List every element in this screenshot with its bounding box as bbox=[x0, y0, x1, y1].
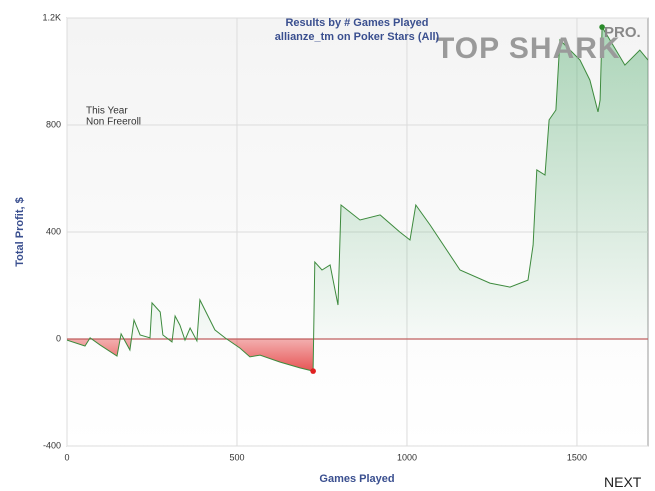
x-tick-label: 1500 bbox=[567, 452, 587, 462]
x-tick-label: 500 bbox=[229, 452, 244, 462]
logo: TOP SHARK bbox=[436, 32, 621, 65]
annotation: This Year bbox=[86, 106, 128, 117]
next-button[interactable]: NEXT bbox=[604, 474, 642, 490]
y-tick-label: 800 bbox=[46, 119, 61, 129]
area bbox=[67, 27, 648, 372]
y-tick-label: 400 bbox=[46, 226, 61, 236]
min-point bbox=[310, 368, 316, 374]
chart-subtitle: allianze_tm on Poker Stars (All) bbox=[275, 31, 440, 43]
y-tick-label: 0 bbox=[56, 333, 61, 343]
x-tick-label: 0 bbox=[64, 452, 69, 462]
x-axis-label: Games Played bbox=[319, 473, 394, 485]
logo-badge: PRO. bbox=[604, 24, 641, 41]
y-tick-label: 1.2K bbox=[42, 12, 61, 22]
y-axis-label: Total Profit, $ bbox=[14, 197, 26, 266]
line bbox=[67, 25, 648, 372]
chart-title: Results by # Games Played bbox=[285, 17, 428, 29]
max-point bbox=[599, 24, 605, 30]
annotation: Non Freeroll bbox=[86, 117, 141, 128]
y-tick-label: -400 bbox=[43, 440, 61, 450]
x-tick-label: 1000 bbox=[397, 452, 417, 462]
